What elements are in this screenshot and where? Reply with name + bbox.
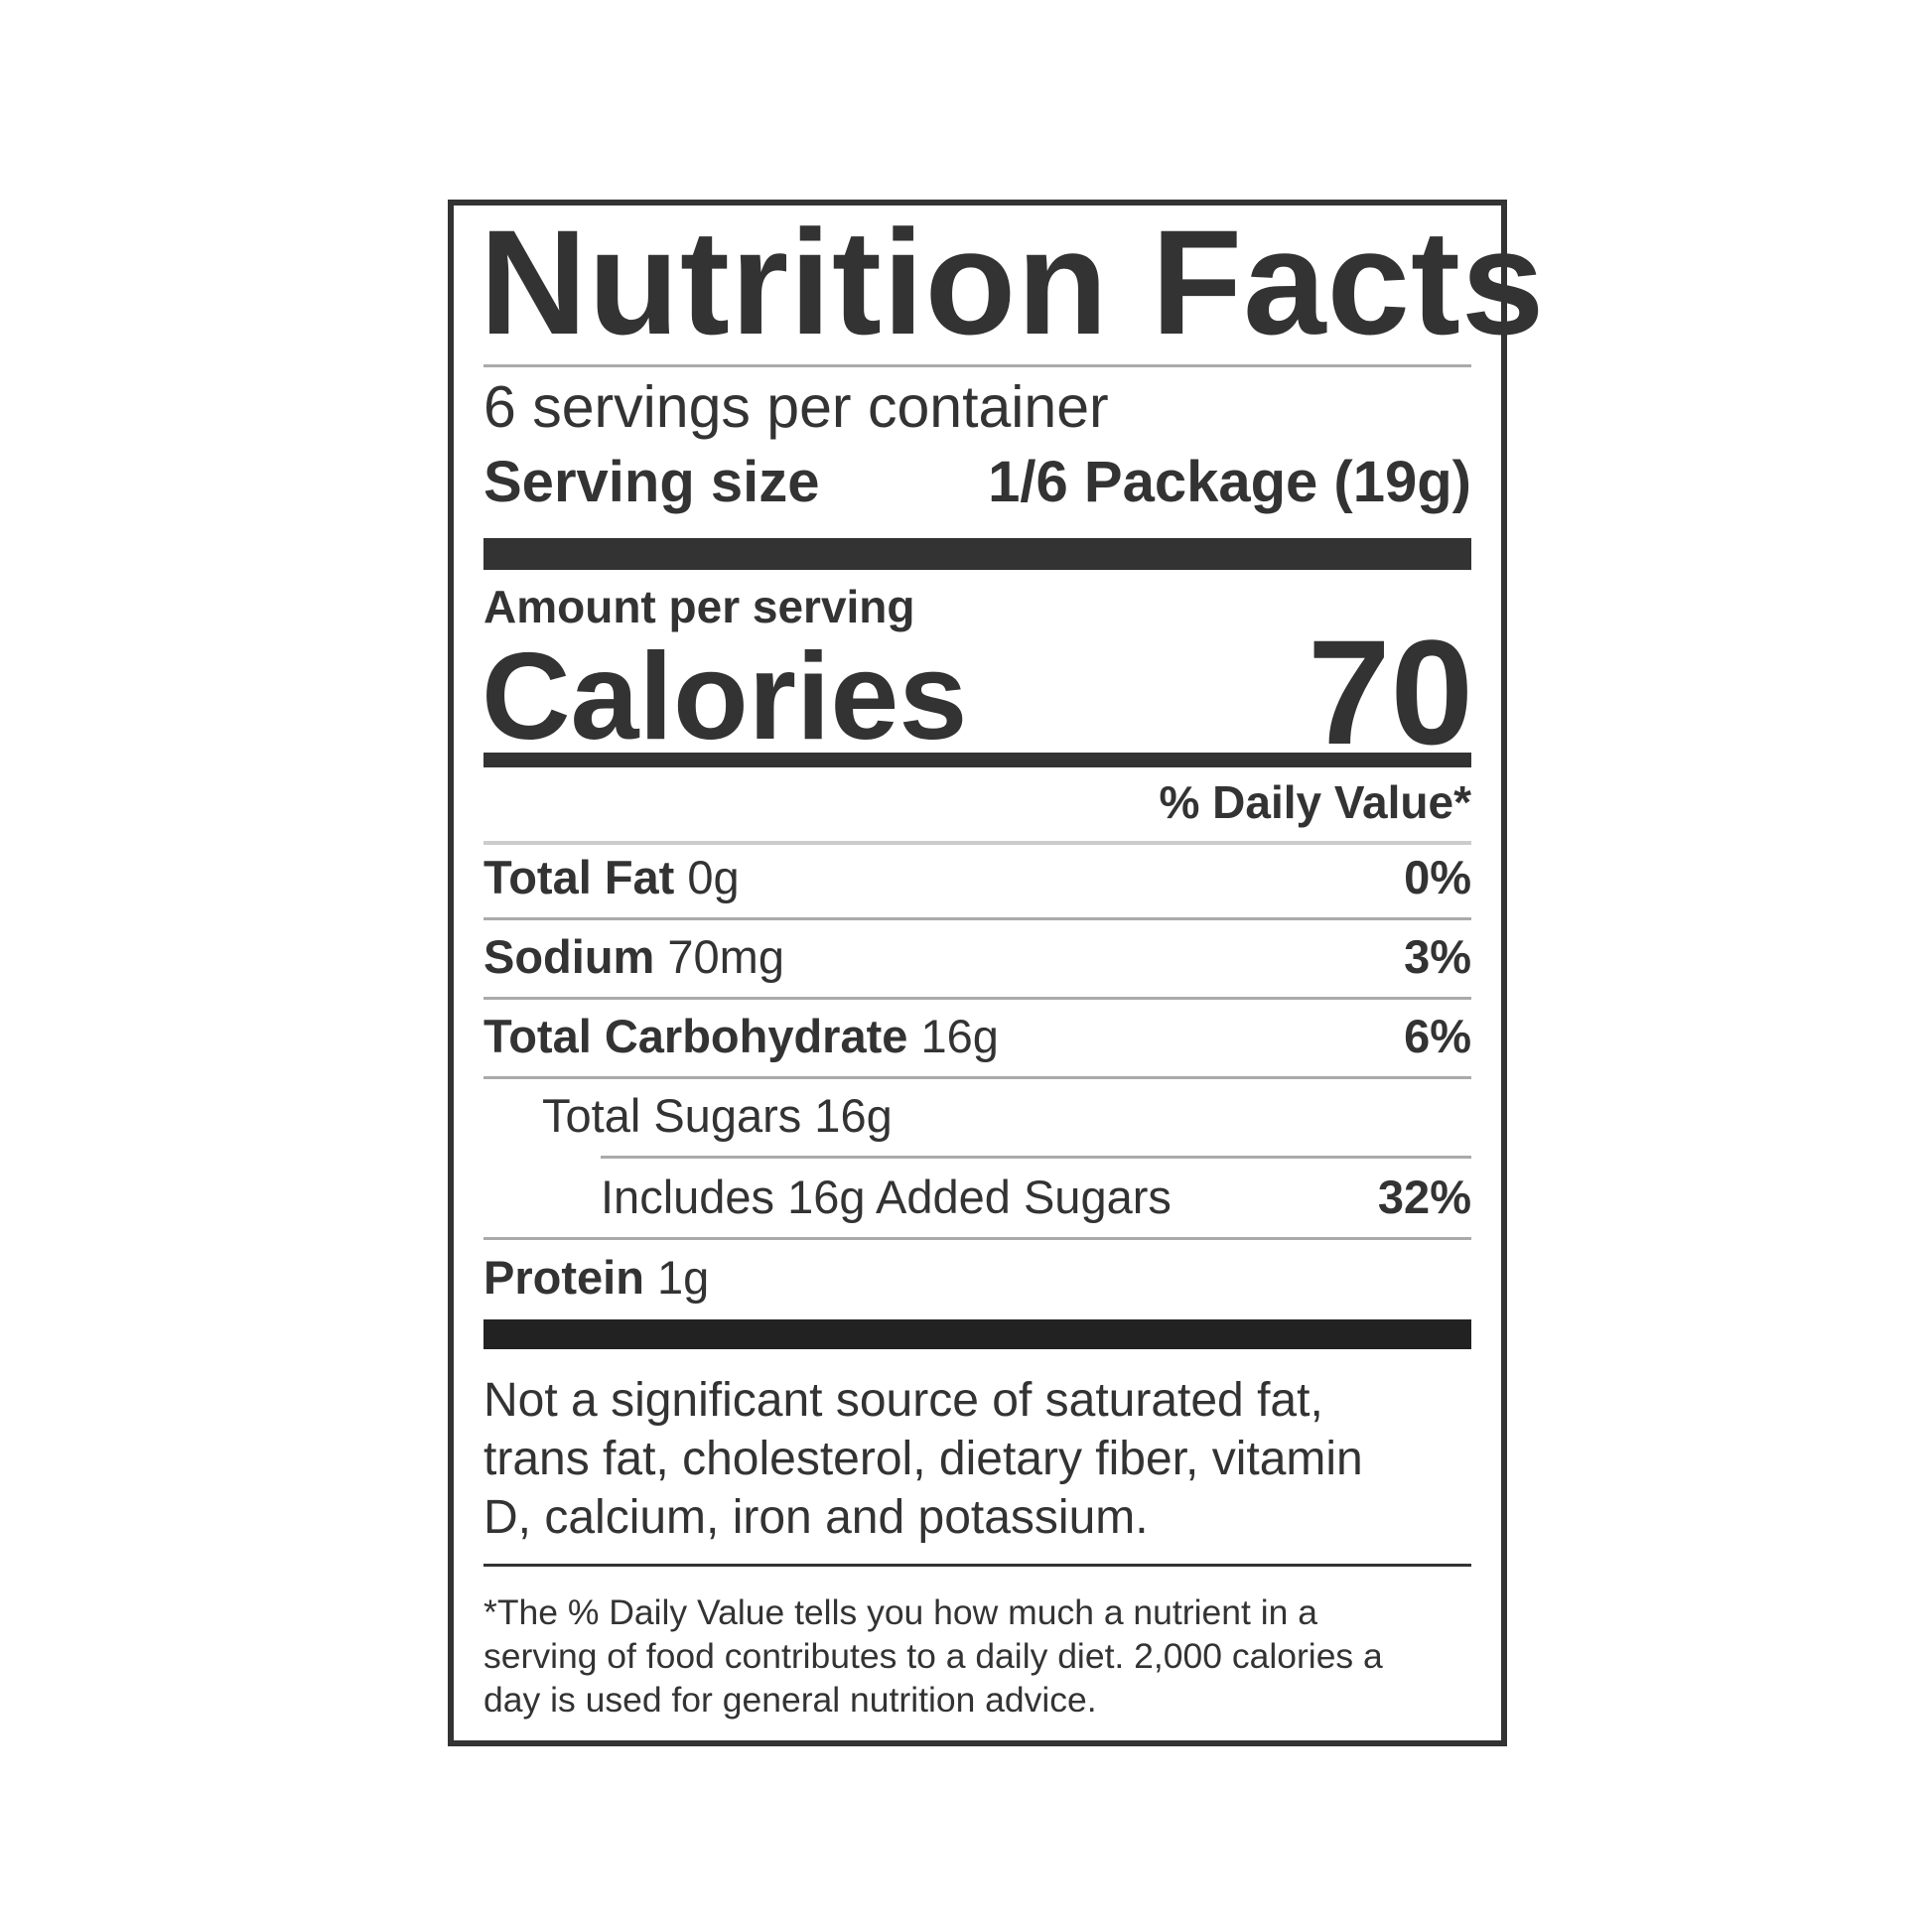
servings-per-container: 6 servings per container [483, 374, 1109, 440]
not-significant-line: D, calcium, iron and potassium. [483, 1491, 1149, 1544]
nutrient-row-protein: Protein 1g [483, 1251, 710, 1304]
title: Nutrition Facts [480, 199, 1546, 365]
serving-size-value: 1/6 Package (19g) [988, 450, 1471, 514]
nutrient-row-total-fat: Total Fat 0g 0% [483, 851, 1471, 903]
calories-label: Calories [482, 628, 968, 765]
thick-divider [483, 538, 1471, 570]
divider [483, 364, 1471, 367]
nutrition-facts-label: Nutrition Facts 6 servings per container… [448, 199, 1544, 1746]
daily-value-header: % Daily Value* [1159, 776, 1472, 828]
divider [483, 841, 1471, 845]
thick-divider [483, 1319, 1471, 1349]
nutrient-row-sodium: Sodium 70mg 3% [483, 930, 1471, 983]
footnote-line: *The % Daily Value tells you how much a … [483, 1592, 1317, 1632]
divider [483, 1076, 1471, 1079]
serving-size-label: Serving size [483, 450, 820, 514]
footnote-line: day is used for general nutrition advice… [483, 1680, 1097, 1720]
not-significant-line: trans fat, cholesterol, dietary fiber, v… [483, 1433, 1363, 1485]
not-significant-line: Not a significant source of saturated fa… [483, 1374, 1323, 1427]
medium-divider [483, 753, 1471, 767]
nutrient-row-added-sugars: Includes 16g Added Sugars 32% [601, 1171, 1471, 1223]
divider [601, 1156, 1471, 1159]
divider [483, 917, 1471, 920]
footnote-line: serving of food contributes to a daily d… [483, 1636, 1383, 1676]
divider [483, 1564, 1471, 1567]
divider [483, 1237, 1471, 1240]
nutrient-row-total-sugars: Total Sugars 16g [542, 1089, 893, 1142]
calories-value: 70 [1308, 609, 1473, 775]
nutrient-row-total-carbohydrate: Total Carbohydrate 16g 6% [483, 1010, 1471, 1062]
divider [483, 997, 1471, 1000]
amount-per-serving: Amount per serving [483, 581, 915, 632]
